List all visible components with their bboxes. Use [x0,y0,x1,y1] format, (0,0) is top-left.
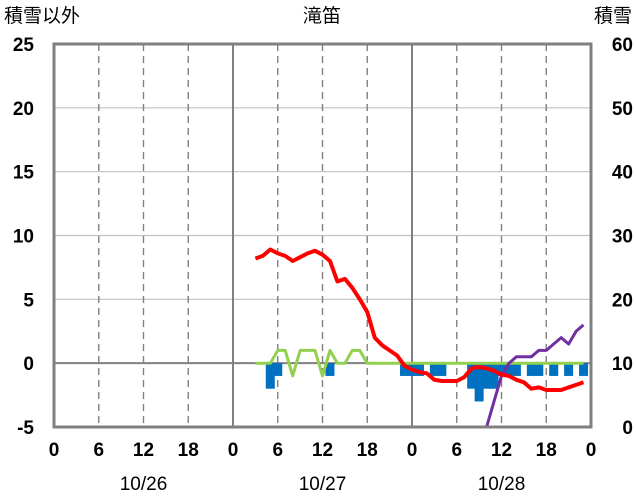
chart-title: 滝笛 [303,5,341,27]
x-tick-label: 18 [536,440,557,461]
precip-bar [504,363,514,376]
day-label: 10/27 [299,474,347,495]
x-tick-label: 12 [312,440,333,461]
right-tick-label: 20 [612,290,633,311]
x-tick-label: 12 [133,440,154,461]
green-series-line [255,348,584,378]
right-axis-label: 積雪 [594,5,632,27]
day-label: 10/26 [120,474,168,495]
snow-depth-line [255,323,585,429]
x-tick-label: 18 [357,440,378,461]
precip-bar [325,363,335,376]
right-tick-label: 30 [612,227,633,248]
left-tick-label: 20 [13,99,34,120]
x-tick-label: 12 [491,440,512,461]
precip-bar [511,363,521,376]
right-tick-label: 0 [622,418,633,439]
precip-bar [564,363,574,376]
x-tick-label: 6 [272,440,283,461]
x-tick-label: 6 [451,440,462,461]
grid-lines [54,44,591,427]
right-tick-label: 60 [612,35,633,56]
x-tick-label: 18 [178,440,199,461]
precip-bar [273,363,283,376]
left-tick-label: -5 [17,418,34,439]
x-tick-label: 0 [49,440,60,461]
precip-bar [549,363,559,376]
precip-bar [579,363,589,376]
precip-bar [467,363,477,389]
line-series [254,247,585,429]
x-tick-label: 0 [407,440,418,461]
day-label: 10/28 [478,474,526,495]
precip-bar [429,363,439,376]
left-axis-label: 積雪以外 [4,5,80,27]
right-tick-label: 50 [612,99,633,120]
precip-bar [482,363,492,389]
precip-bar [526,363,536,376]
plot-frame [52,42,593,429]
precip-bar [474,363,484,402]
x-tick-label: 0 [586,440,597,461]
left-tick-label: 25 [13,35,35,56]
x-tick-label: 0 [228,440,239,461]
precip-bar [414,363,424,376]
left-tick-label: 10 [13,227,34,248]
bar-series [265,363,589,402]
right-tick-label: 10 [612,354,633,375]
precip-bar [489,363,499,389]
left-tick-label: 0 [23,354,34,375]
precip-bar [497,363,506,376]
left-tick-label: 5 [23,290,34,311]
precip-bar [400,363,410,376]
left-tick-label: 15 [13,163,35,184]
temperature-line [254,247,585,392]
x-tick-label: 6 [93,440,104,461]
precip-bar [437,363,447,376]
precip-bar [534,363,544,376]
precip-bar [265,363,275,389]
right-tick-label: 40 [612,163,633,184]
